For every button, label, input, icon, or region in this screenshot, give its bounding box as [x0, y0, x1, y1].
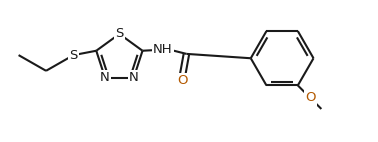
Text: O: O [177, 74, 188, 87]
Text: NH: NH [153, 43, 173, 57]
Text: N: N [129, 71, 139, 84]
Text: N: N [100, 71, 110, 84]
Text: S: S [69, 49, 78, 62]
Text: S: S [115, 27, 124, 40]
Text: O: O [305, 91, 316, 105]
